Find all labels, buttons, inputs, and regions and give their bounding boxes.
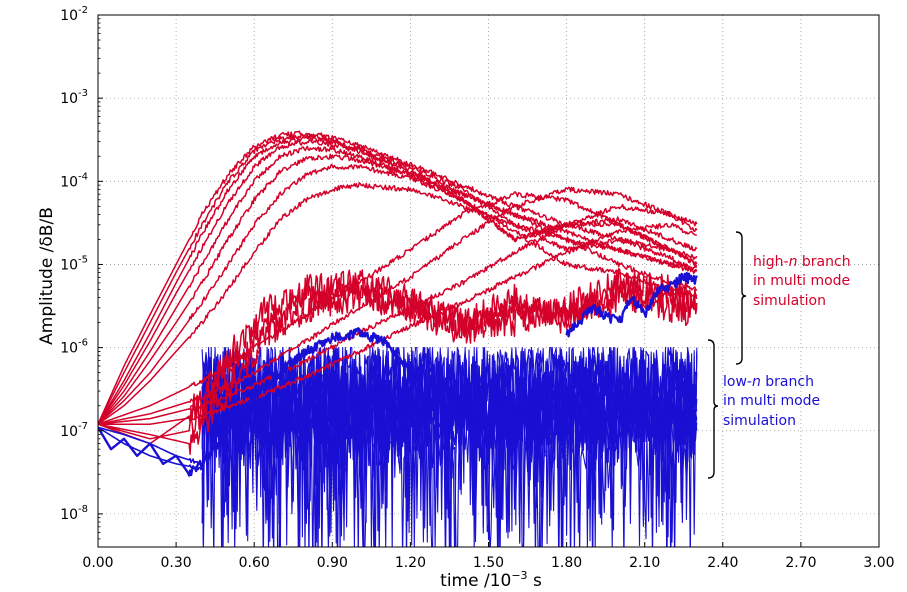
grid-lines: [98, 15, 879, 547]
series-group: [98, 130, 698, 547]
high-n-annotation: high-n branch in multi mode simulation: [753, 254, 855, 309]
x-tick-label: 2.40: [707, 555, 738, 571]
high-n-series-line: [98, 182, 698, 425]
x-tick-label: 0.00: [82, 555, 113, 571]
low-n-noise-line: [201, 347, 698, 547]
y-tick-label: 10-2: [60, 5, 88, 24]
high-n-line2: in multi mode: [753, 273, 850, 289]
high-n-series-line: [98, 138, 698, 425]
x-axis-label-main: time /10: [440, 571, 511, 591]
y-axis-label: Amplitude /δB/B: [37, 207, 57, 345]
x-axis-ticks: 0.00 0.30 0.60 0.90 1.20 1.50 1.80 2.10 2.40 2.70…: [82, 542, 895, 571]
x-tick-label: 1.20: [395, 555, 426, 571]
low-n-brace: [707, 339, 719, 479]
y-axis-ticks: 10-8 10-7 10-6 10-5 10-4 10-3 10-2: [60, 5, 103, 548]
x-tick-label: 0.90: [317, 555, 348, 571]
x-tick-label: 2.70: [785, 555, 816, 571]
high-n-series-line: [98, 130, 698, 425]
high-n-series-line: [98, 222, 697, 425]
low-n-series-line: [565, 271, 698, 338]
x-axis-label-exp: −3: [511, 569, 527, 582]
high-n-series-line: [98, 153, 698, 425]
x-tick-label: 1.80: [551, 555, 582, 571]
low-n-series-line: [98, 426, 203, 471]
x-tick-label: 3.00: [863, 555, 894, 571]
high-n-line3: simulation: [753, 293, 826, 309]
x-axis-label-unit: s: [528, 571, 542, 591]
high-n-series-line: [98, 268, 698, 445]
high-n-brace: [735, 231, 747, 365]
y-tick-label: 10-4: [60, 171, 88, 190]
y-tick-label: 10-5: [60, 254, 88, 273]
high-n-line1: high-n branch: [753, 254, 851, 270]
high-n-series-line: [98, 163, 698, 425]
low-n-series-line: [98, 426, 203, 466]
y-tick-label: 10-6: [60, 338, 88, 357]
low-n-line1: low-n branch: [723, 374, 814, 390]
low-n-line2: in multi mode: [723, 393, 820, 409]
low-n-line3: simulation: [723, 413, 796, 429]
low-n-annotation: low-n branch in multi mode simulation: [723, 374, 825, 429]
x-axis-label: time /10−3 s: [440, 569, 542, 591]
y-tick-label: 10-8: [60, 504, 88, 523]
x-tick-label: 1.50: [473, 555, 504, 571]
y-tick-label: 10-3: [60, 88, 88, 107]
high-n-series-line: [98, 145, 698, 425]
x-tick-label: 0.30: [161, 555, 192, 571]
x-tick-label: 0.60: [239, 555, 270, 571]
y-tick-label: 10-7: [60, 421, 88, 440]
x-tick-label: 2.10: [629, 555, 660, 571]
